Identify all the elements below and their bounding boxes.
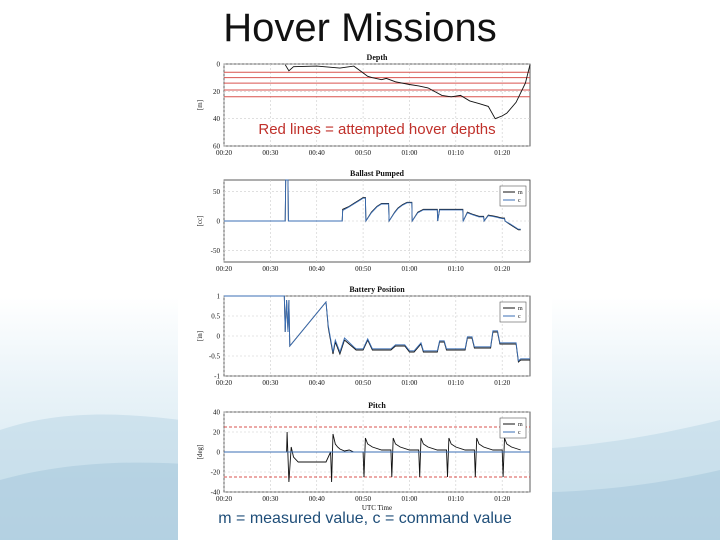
- x-axis-label: UTC Time: [362, 504, 392, 512]
- x-tick-label: 00:50: [355, 495, 371, 503]
- legend-box: [499, 417, 527, 439]
- y-tick-label: 0: [217, 61, 221, 69]
- y-tick-label: 50: [213, 188, 221, 196]
- y-tick-label: 0: [217, 333, 221, 341]
- series-line-c: [224, 179, 521, 230]
- x-tick-label: 00:30: [262, 379, 278, 387]
- chart-panel-3: Battery Position 00:20 00:30 00:40 00:50 01:0…: [196, 285, 531, 387]
- legend-label: m: [518, 306, 523, 312]
- y-tick-label: 20: [213, 88, 221, 96]
- x-tick-label: 01:20: [494, 379, 510, 387]
- x-tick-label: 00:40: [309, 379, 325, 387]
- x-tick-label: 00:30: [262, 265, 278, 273]
- x-tick-label: 00:20: [216, 149, 232, 157]
- y-tick-label: -20: [211, 469, 221, 477]
- figure-panel: Depth 00:20 00:30 00:40 00:50 01:00 01:10 01:20…: [178, 48, 552, 540]
- x-tick-label: 01:20: [494, 149, 510, 157]
- chart-title: Battery Position: [349, 285, 405, 294]
- x-tick-label: 00:30: [262, 149, 278, 157]
- x-tick-label: 00:20: [216, 265, 232, 273]
- series-line-c: [224, 295, 530, 362]
- y-tick-label: -1: [214, 373, 220, 381]
- series-line-m: [224, 431, 521, 483]
- y-tick-label: 40: [213, 115, 221, 123]
- x-tick-label: 01:00: [401, 495, 417, 503]
- x-tick-label: 01:00: [401, 265, 417, 273]
- series-line-m: [224, 179, 521, 231]
- y-tick-label: -40: [211, 489, 221, 497]
- x-tick-label: 01:10: [448, 495, 464, 503]
- y-axis-label: [m]: [196, 100, 204, 110]
- x-tick-label: 01:10: [448, 265, 464, 273]
- x-tick-label: 00:40: [309, 149, 325, 157]
- chart-title: Ballast Pumped: [350, 169, 405, 178]
- series-line-depth: [284, 64, 531, 120]
- y-tick-label: 0: [217, 449, 221, 457]
- x-tick-label: 01:00: [401, 149, 417, 157]
- x-tick-label: 00:40: [309, 265, 325, 273]
- x-tick-label: 01:10: [448, 379, 464, 387]
- legend-label: m: [518, 422, 523, 428]
- y-tick-label: 0: [217, 218, 221, 226]
- y-tick-label: 20: [213, 429, 221, 437]
- x-tick-label: 01:10: [448, 149, 464, 157]
- x-tick-label: 00:50: [355, 265, 371, 273]
- y-tick-label: 60: [213, 143, 221, 151]
- x-tick-label: 00:50: [355, 149, 371, 157]
- legend-label: c: [518, 198, 521, 204]
- y-tick-label: -50: [211, 247, 221, 255]
- footer-note: m = measured value, c = command value: [218, 510, 512, 527]
- chart-panel-2: Ballast Pumped 00:20 00:30 00:40 00:50 01:00 0…: [196, 169, 531, 273]
- x-tick-label: 00:20: [216, 379, 232, 387]
- legend-label: m: [518, 190, 523, 196]
- chart-annotation: Red lines = attempted hover depths: [258, 121, 495, 138]
- x-tick-label: 00:20: [216, 495, 232, 503]
- y-axis-label: [cc]: [196, 216, 204, 227]
- legend-label: c: [518, 430, 521, 436]
- x-tick-label: 00:30: [262, 495, 278, 503]
- x-tick-label: 01:20: [494, 495, 510, 503]
- chart-title: Depth: [367, 53, 388, 62]
- slide-title: Hover Missions: [223, 6, 497, 50]
- chart-panel-4: Pitch 00:20 00:30 00:40 00:50 01:00 01:10 01:20…: [196, 401, 531, 512]
- y-tick-label: 40: [213, 409, 221, 417]
- y-axis-label: [deg]: [196, 445, 204, 460]
- x-tick-label: 01:20: [494, 265, 510, 273]
- chart-panel-1: Depth 00:20 00:30 00:40 00:50 01:00 01:10 01:20…: [196, 53, 531, 157]
- x-tick-label: 01:00: [401, 379, 417, 387]
- y-axis-label: [in]: [196, 331, 204, 341]
- figure-svg: Depth 00:20 00:30 00:40 00:50 01:00 01:10 01:20…: [196, 53, 531, 512]
- x-tick-label: 00:50: [355, 379, 371, 387]
- legend-box: [499, 301, 527, 323]
- chart-title: Pitch: [368, 401, 386, 410]
- y-tick-label: 0.5: [211, 313, 220, 321]
- legend-box: [499, 185, 527, 207]
- legend-label: c: [518, 314, 521, 320]
- x-tick-label: 00:40: [309, 495, 325, 503]
- y-tick-label: 1: [217, 293, 221, 301]
- y-tick-label: -0.5: [209, 353, 221, 361]
